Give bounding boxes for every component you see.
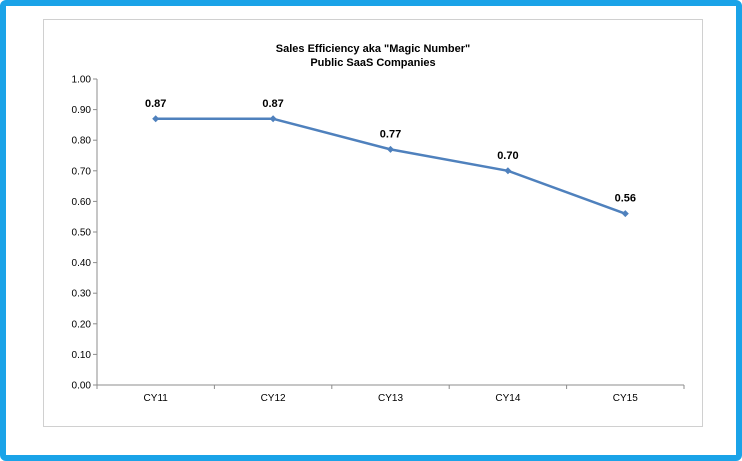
y-tick-label: 0.40 <box>72 258 92 269</box>
x-tick-label: CY11 <box>144 393 169 404</box>
y-tick-label: 0.10 <box>72 350 92 361</box>
y-tick-label: 0.60 <box>72 197 92 208</box>
y-tick-label: 0.20 <box>72 319 92 330</box>
y-tick-label: 0.80 <box>72 136 92 147</box>
x-tick-label: CY13 <box>378 393 403 404</box>
data-point <box>504 167 512 175</box>
y-tick-label: 0.50 <box>72 228 92 239</box>
x-tick-label: CY15 <box>613 393 638 404</box>
y-tick-label: 0.90 <box>72 105 92 116</box>
chart-title: Sales Efficiency aka "Magic Number" <box>276 43 470 55</box>
data-point <box>621 210 629 218</box>
y-tick-label: 0.70 <box>72 166 92 177</box>
data-label: 0.56 <box>615 193 636 205</box>
y-tick-label: 0.00 <box>72 381 92 392</box>
data-label: 0.87 <box>262 98 283 110</box>
data-label: 0.70 <box>497 150 518 162</box>
data-point <box>387 145 394 153</box>
data-point <box>269 115 277 123</box>
y-tick-label: 1.00 <box>72 75 92 86</box>
chart-area <box>43 19 703 427</box>
x-tick-label: CY14 <box>495 393 520 404</box>
y-tick-label: 0.30 <box>72 289 92 300</box>
data-label: 0.77 <box>380 128 401 140</box>
x-tick-label: CY12 <box>261 393 286 404</box>
data-label: 0.87 <box>145 98 166 110</box>
data-point <box>152 115 160 123</box>
chart-subtitle: Public SaaS Companies <box>310 57 435 69</box>
